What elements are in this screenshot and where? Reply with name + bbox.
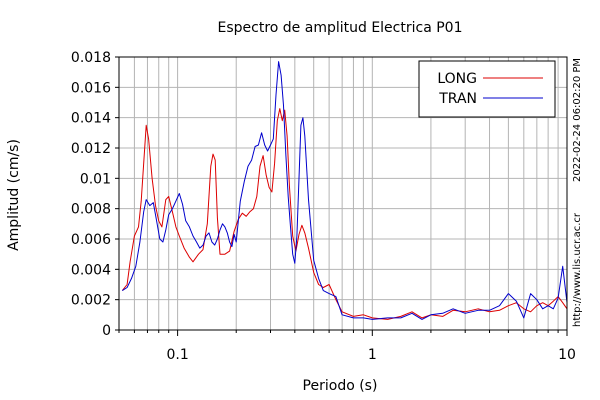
legend-box bbox=[418, 60, 556, 118]
y-tick-label: 0 bbox=[102, 323, 111, 339]
y-tick-label: 0.002 bbox=[71, 293, 111, 309]
y-tick-label: 0.008 bbox=[71, 202, 111, 218]
x-axis-label: Periodo (s) bbox=[303, 378, 378, 394]
legend: LONG TRAN bbox=[418, 60, 556, 118]
y-tick-label: 0.01 bbox=[80, 171, 111, 187]
y-tick-label: 0.014 bbox=[71, 111, 111, 127]
series-layer bbox=[121, 61, 568, 320]
x-tick-label: 0.1 bbox=[166, 347, 188, 363]
series-line-long bbox=[121, 108, 568, 320]
x-tick-label: 1 bbox=[368, 347, 377, 363]
y-tick-label: 0.006 bbox=[71, 232, 111, 248]
y-tick-label: 0.016 bbox=[71, 80, 111, 96]
y-tick-label: 0.012 bbox=[71, 141, 111, 157]
y-axis-label: Amplitud (cm/s) bbox=[6, 139, 22, 251]
source-url-annotation: http://www.lis.ucr.ac.cr bbox=[572, 212, 583, 327]
axis-ticks: 0 0.002 0.004 0.006 0.008 0.01 0.012 0.014 0.016… bbox=[71, 50, 576, 363]
legend-label-tran: TRAN bbox=[438, 91, 477, 107]
y-tick-label: 0.018 bbox=[71, 50, 111, 66]
legend-label-long: LONG bbox=[437, 71, 477, 87]
x-tick-label: 10 bbox=[558, 347, 576, 363]
series-line-tran bbox=[122, 61, 568, 320]
timestamp-annotation: 2022-02-24 06:02:20 PM bbox=[572, 58, 583, 182]
y-tick-label: 0.004 bbox=[71, 262, 111, 278]
plot-frame bbox=[118, 56, 568, 331]
chart-title: Espectro de amplitud Electrica P01 bbox=[218, 20, 463, 36]
